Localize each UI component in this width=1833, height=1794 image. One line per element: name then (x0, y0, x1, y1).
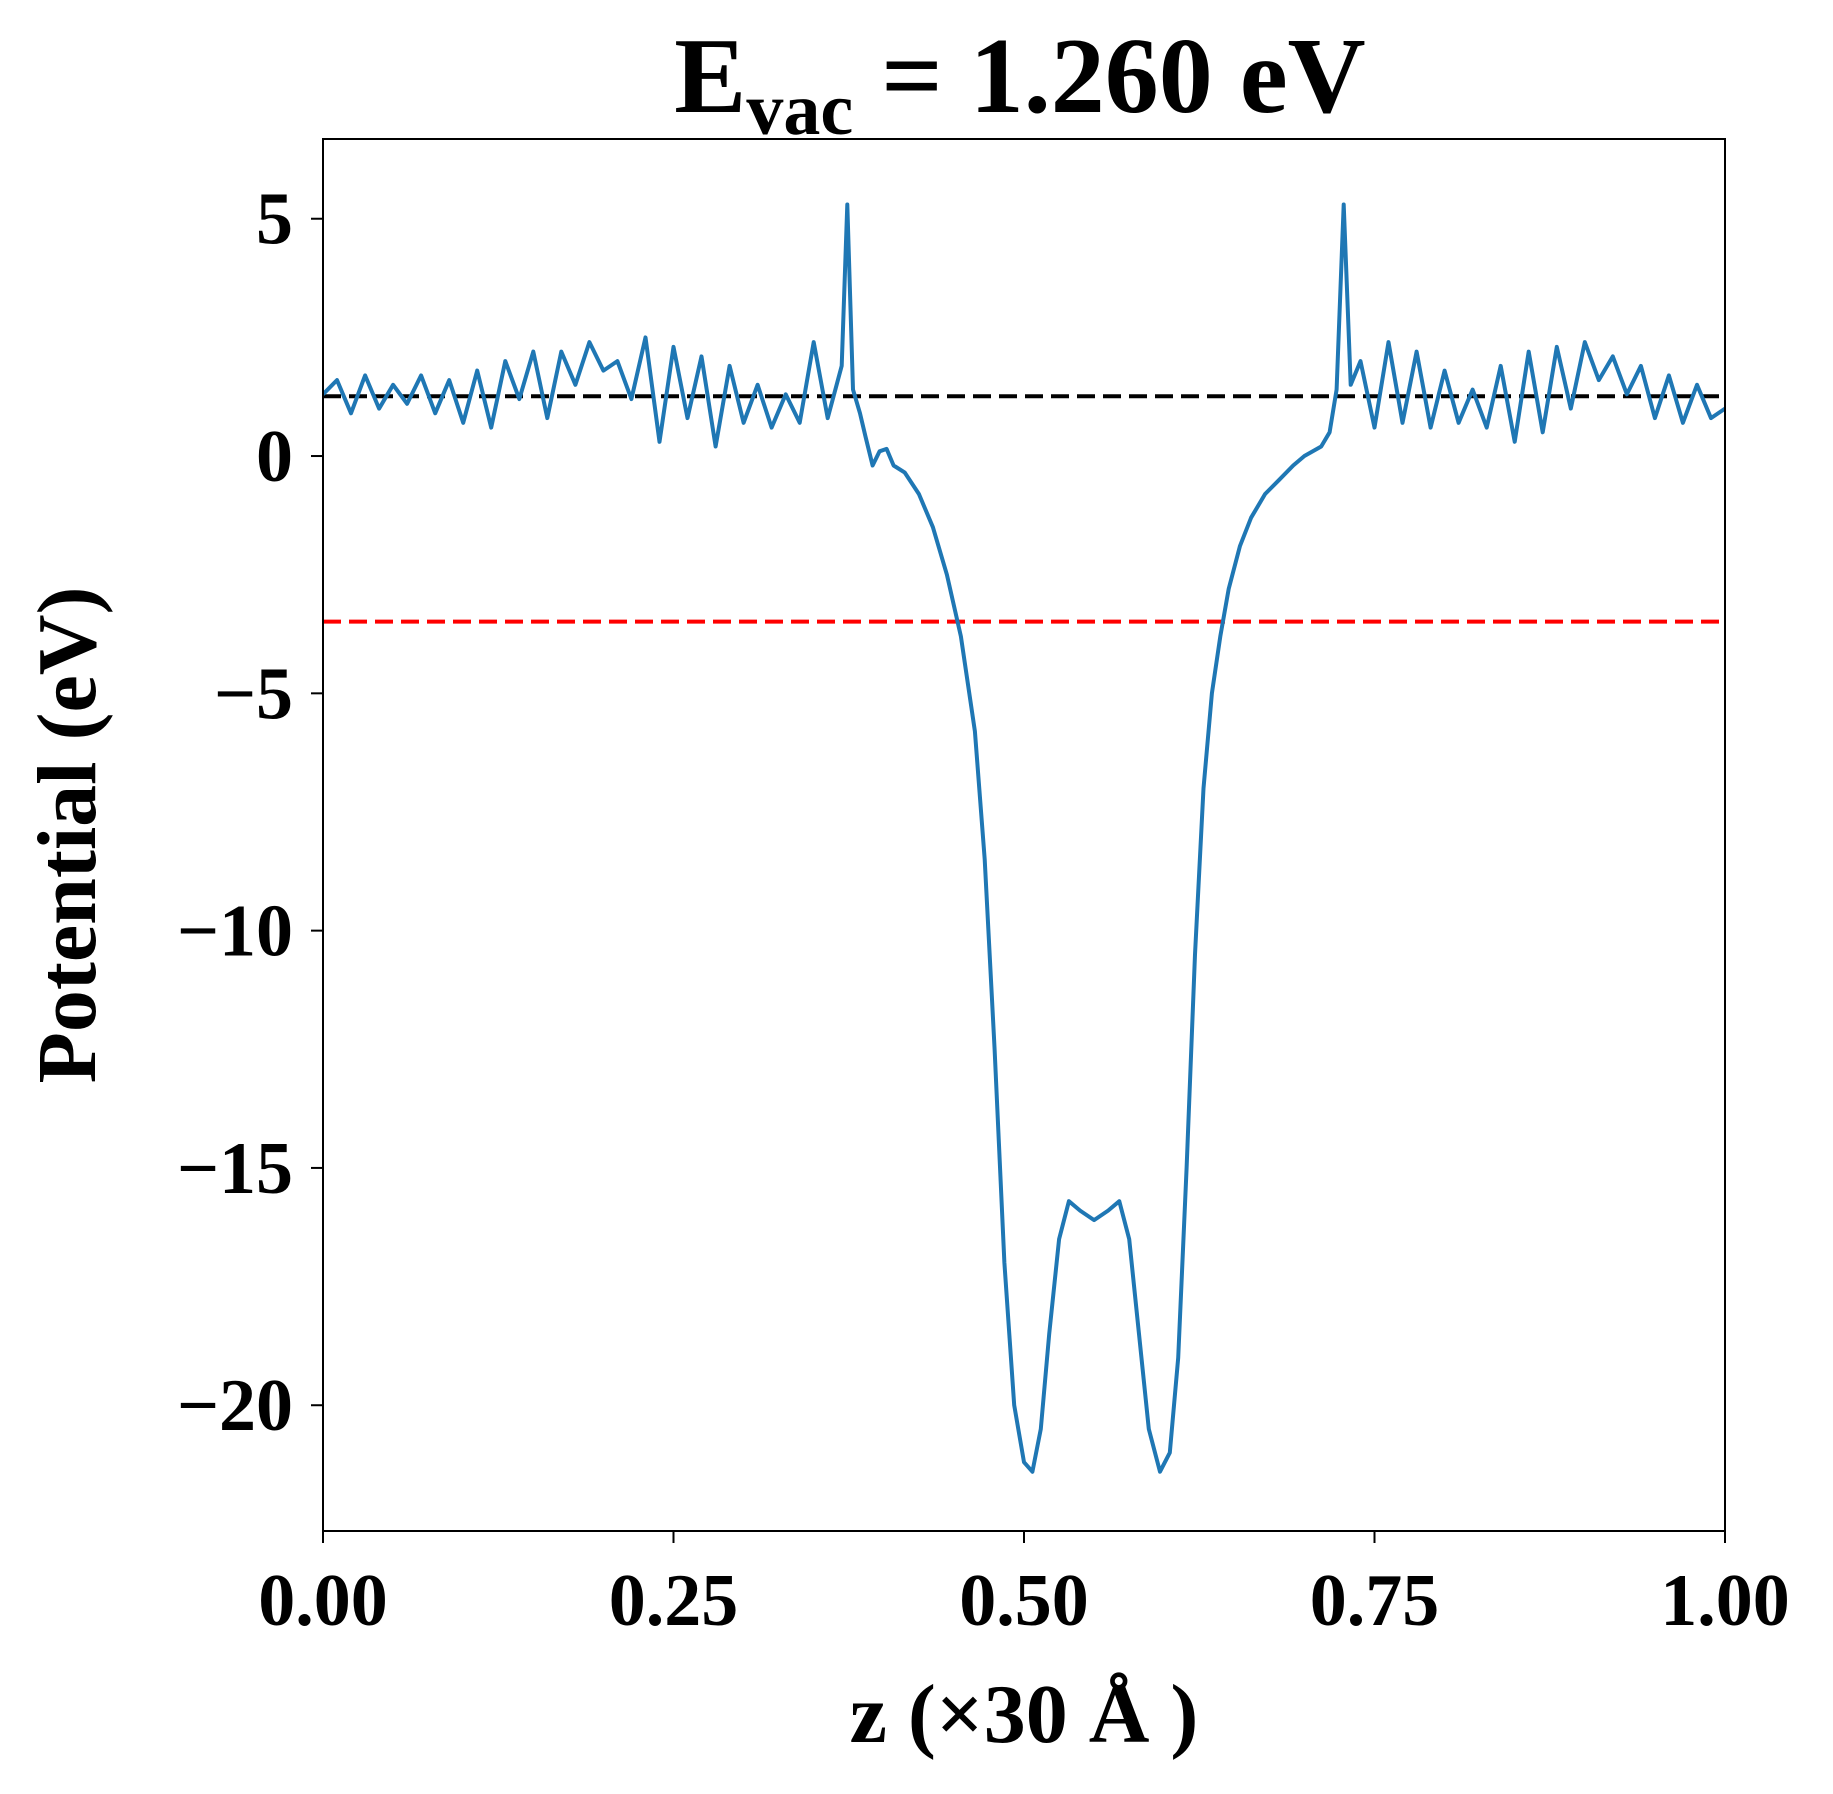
x-tick-label: 0.50 (959, 1560, 1089, 1642)
chart-title: Evac = 1.260 eV (674, 17, 1365, 151)
x-axis-label: z (×30 Å ) (850, 1668, 1199, 1761)
y-axis-label: Potential (eV) (21, 587, 114, 1084)
x-tick-label: 0.00 (258, 1560, 388, 1642)
y-tick-label: −15 (177, 1128, 293, 1210)
x-tick-label: 0.25 (609, 1560, 739, 1642)
y-tick-label: −20 (177, 1365, 293, 1447)
y-tick-label: −5 (214, 653, 293, 735)
title-main: E (674, 17, 746, 136)
plot-frame (322, 138, 1726, 1532)
x-tick-label: 0.75 (1310, 1560, 1440, 1642)
title-sub: vac (746, 69, 853, 151)
title-rest: = 1.260 eV (881, 17, 1365, 136)
y-tick-label: 0 (256, 416, 293, 498)
x-tick-label: 1.00 (1660, 1560, 1790, 1642)
y-tick-label: 5 (256, 179, 293, 261)
y-tick-label: −10 (177, 891, 293, 973)
data-line (323, 202, 1725, 1474)
